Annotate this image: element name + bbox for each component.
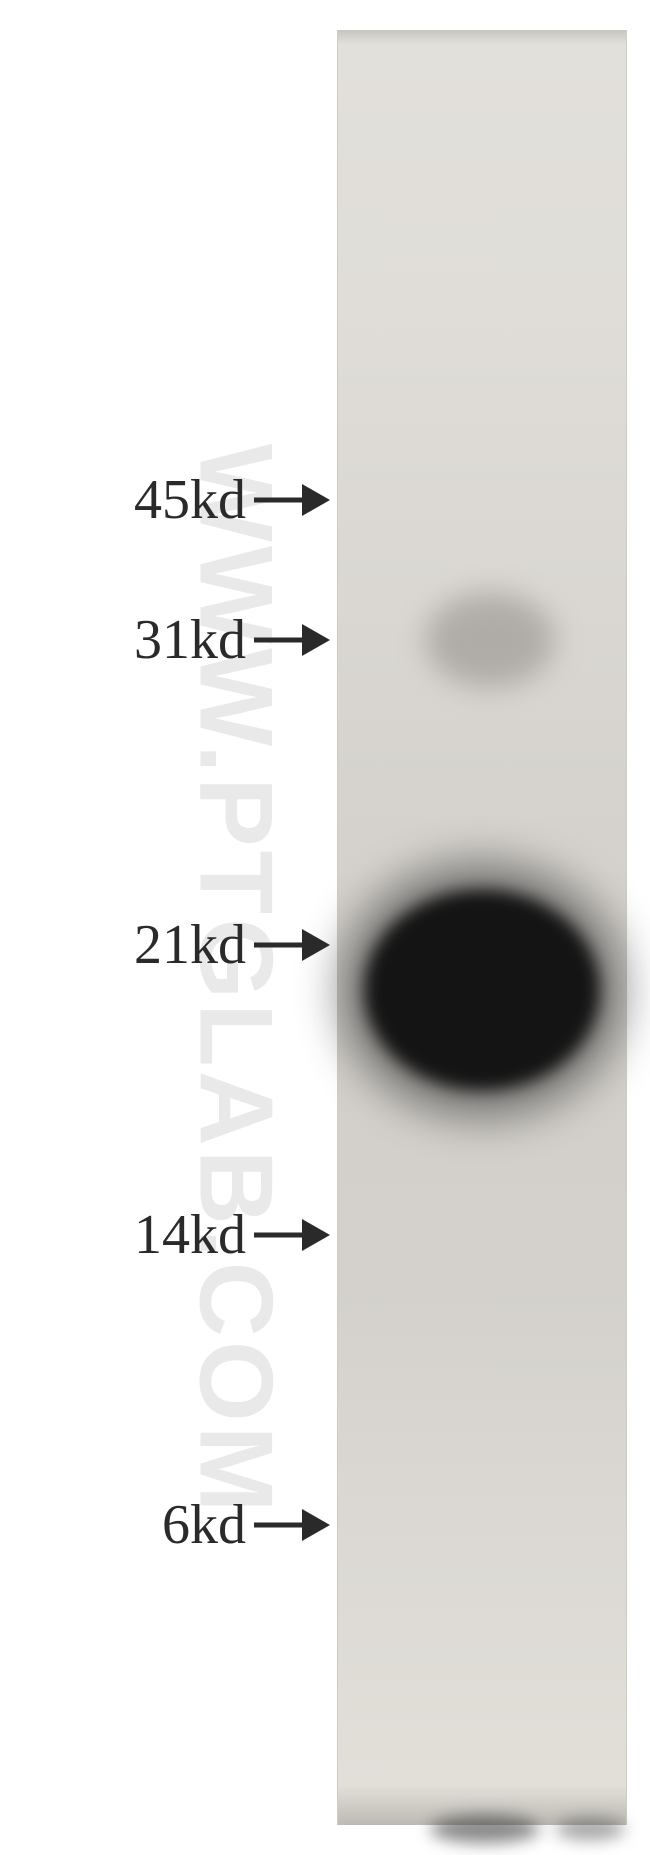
- arrow-right-icon: [252, 1207, 330, 1263]
- mw-marker-label: 45kd: [134, 468, 246, 532]
- mw-marker-label: 21kd: [134, 913, 246, 977]
- arrow-right-icon: [252, 917, 330, 973]
- bottom-smudge-0: [430, 1815, 540, 1843]
- mw-marker-31kd: 31kd: [0, 608, 330, 672]
- mw-marker-45kd: 45kd: [0, 468, 330, 532]
- mw-marker-label: 14kd: [134, 1203, 246, 1267]
- arrow-right-icon: [252, 472, 330, 528]
- arrow-right-icon: [252, 1497, 330, 1553]
- mw-marker-14kd: 14kd: [0, 1203, 330, 1267]
- bottom-smudge-1: [555, 1818, 625, 1840]
- mw-marker-label: 31kd: [134, 608, 246, 672]
- western-blot-figure: WWW.PTGLAB.COM 45kd 31kd 21kd 14kd 6kd: [0, 0, 650, 1855]
- band-faint-upper-band: [425, 593, 555, 688]
- watermark-text: WWW.PTGLAB.COM: [176, 444, 295, 1517]
- mw-marker-label: 6kd: [162, 1493, 246, 1557]
- band-main-band-core: [365, 890, 600, 1090]
- mw-marker-21kd: 21kd: [0, 913, 330, 977]
- arrow-right-icon: [252, 612, 330, 668]
- mw-marker-6kd: 6kd: [0, 1493, 330, 1557]
